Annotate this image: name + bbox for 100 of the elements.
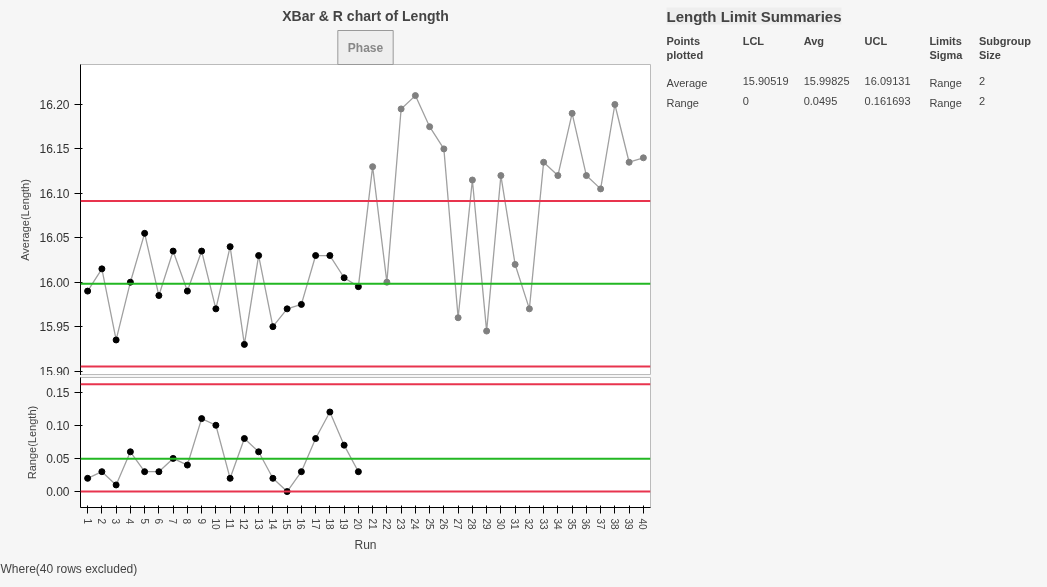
- y-tick-label: 15.95: [39, 320, 70, 335]
- text: Length Limit Summaries: [666, 7, 842, 25]
- point: [525, 305, 533, 313]
- text: UCL: [864, 34, 888, 47]
- point: [84, 474, 92, 482]
- point: [597, 185, 605, 193]
- text: Range: [929, 76, 962, 89]
- x-tick-label: 25: [423, 518, 435, 531]
- point: [84, 287, 92, 295]
- point: [112, 481, 120, 489]
- point: [582, 172, 590, 180]
- x-tick-label: 2: [95, 518, 107, 525]
- text: Phase: [347, 40, 384, 55]
- point: [155, 468, 163, 476]
- point: [240, 340, 248, 348]
- point: [554, 172, 562, 180]
- x-tick-label: 5: [138, 518, 150, 525]
- point: [440, 145, 448, 153]
- point: [340, 441, 348, 449]
- point: [426, 123, 434, 131]
- y-axis-title: Range(Length): [26, 405, 39, 480]
- point: [212, 305, 220, 313]
- point: [169, 247, 177, 255]
- text: 0: [742, 95, 749, 108]
- point: [511, 260, 519, 268]
- text: 16.09131: [864, 74, 911, 87]
- x-tick-label: 4: [124, 518, 136, 525]
- point: [255, 252, 263, 260]
- x-tick-label: 26: [437, 518, 449, 531]
- point: [297, 300, 305, 308]
- text: Subgroup Size: [978, 34, 1032, 61]
- point: [183, 287, 191, 295]
- x-tick-label: 38: [608, 518, 620, 531]
- x-tick-label: 22: [380, 518, 392, 531]
- point: [98, 468, 106, 476]
- x-tick-label: 32: [523, 518, 535, 531]
- x-tick-label: 7: [167, 518, 179, 525]
- x-tick-label: 21: [366, 518, 378, 531]
- text: LCL: [742, 34, 765, 47]
- x-tick-label: 12: [238, 518, 250, 531]
- text: Average: [666, 76, 708, 89]
- point: [155, 292, 163, 300]
- x-tick-label: 34: [551, 518, 563, 531]
- point: [141, 229, 149, 237]
- x-tick-label: 20: [352, 518, 364, 531]
- x-tick-label: 16: [295, 518, 307, 531]
- point: [397, 105, 405, 113]
- x-tick-label: 19: [338, 518, 350, 531]
- y-tick-label: 16.20: [39, 97, 70, 112]
- y-tick-label: 16.10: [39, 186, 70, 201]
- point: [611, 100, 619, 108]
- point: [568, 109, 576, 117]
- x-tick-label: 39: [623, 518, 635, 531]
- y-tick-label: 0.10: [46, 418, 70, 433]
- point: [468, 176, 476, 184]
- point: [226, 243, 234, 251]
- point: [283, 305, 291, 313]
- point: [454, 314, 462, 322]
- point: [141, 468, 149, 476]
- text: Limits Sigma: [929, 34, 964, 61]
- text: 15.90519: [742, 74, 789, 87]
- text: Range: [929, 97, 962, 110]
- point: [326, 408, 334, 416]
- point: [226, 474, 234, 482]
- x-tick-label: 15: [281, 518, 293, 531]
- point: [354, 468, 362, 476]
- x-tick-label: 27: [452, 518, 464, 531]
- point: [497, 172, 505, 180]
- point: [297, 468, 305, 476]
- point: [411, 92, 419, 100]
- y-tick-label: 0.05: [46, 451, 70, 466]
- x-tick-label: 29: [480, 518, 492, 531]
- point: [269, 474, 277, 482]
- point: [483, 327, 491, 335]
- x-tick-label: 23: [395, 518, 407, 531]
- y-tick-label: 16.15: [39, 142, 70, 157]
- x-tick-label: 6: [152, 518, 164, 525]
- x-tick-label: 40: [637, 518, 649, 531]
- point: [540, 158, 548, 166]
- point: [198, 247, 206, 255]
- text: 0.161693: [864, 95, 911, 108]
- point: [112, 336, 120, 344]
- y-tick-label: 15.90: [39, 364, 70, 379]
- x-tick-label: 18: [323, 518, 335, 531]
- x-tick-label: 8: [181, 518, 193, 525]
- x-tick-label: 31: [509, 518, 521, 531]
- x-tick-label: 14: [266, 518, 278, 531]
- y-tick-label: 0.15: [46, 385, 70, 400]
- point: [212, 421, 220, 429]
- point: [126, 448, 134, 456]
- x-tick-label: 35: [566, 518, 578, 531]
- text: Avg: [803, 34, 825, 47]
- x-tick-label: 11: [224, 518, 236, 530]
- point: [326, 252, 334, 260]
- text: Range: [666, 97, 699, 110]
- x-tick-label: 30: [494, 518, 506, 531]
- x-tick-label: 37: [594, 518, 606, 531]
- y-tick-label: 16.05: [39, 231, 70, 246]
- x-tick-label: 10: [209, 518, 221, 531]
- text: 2: [978, 74, 986, 87]
